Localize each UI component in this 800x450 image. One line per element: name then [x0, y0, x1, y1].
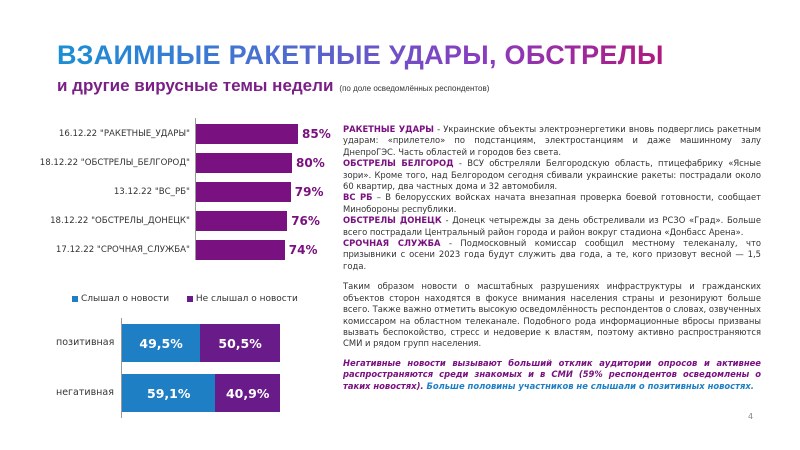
legend-swatch-not-heard	[186, 295, 193, 302]
topic-description: ОБСТРЕЛЫ ДОНЕЦК - Донецк четырежды за де…	[343, 215, 761, 238]
stacked-segment: 49,5%	[122, 324, 201, 362]
bar	[196, 182, 291, 202]
page-title: ВЗАИМНЫЕ РАКЕТНЫЕ УДАРЫ, ОБСТРЕЛЫ	[57, 40, 664, 70]
final-conclusion: Негативные новости вызывают больший откл…	[343, 358, 761, 392]
topic-body: - Подмосковный комиссар сообщил местному…	[343, 238, 761, 271]
legend-label-heard: Слышал о новости	[81, 294, 170, 304]
bar-row: 16.12.22 "РАКЕТНЫЕ_УДАРЫ" 85%	[0, 124, 800, 144]
topic-body: – В белорусских войсках начата внезапная…	[343, 192, 762, 214]
topic-body: - Украинские объекты электроэнергетики в…	[343, 124, 762, 157]
stack-category-label: позитивная	[56, 337, 115, 348]
stacked-chart-legend: Слышал о новости Не слышал о новости	[72, 294, 298, 304]
topic-heading: ВС РБ	[343, 192, 373, 203]
bar-value-label: 79%	[294, 185, 324, 199]
bar-category-label: 17.12.22 "СРОЧНАЯ_СЛУЖБА"	[55, 245, 190, 255]
topic-body: - Донецк четырежды за день обстреливали …	[343, 215, 761, 237]
topic-descriptions: РАКЕТНЫЕ УДАРЫ - Украинские объекты элек…	[343, 124, 761, 272]
description-text: РАКЕТНЫЕ УДАРЫ - Украинские объекты элек…	[343, 124, 761, 392]
topic-body: - ВСУ обстреляли Белгородскую область, п…	[343, 158, 761, 192]
bar	[196, 211, 288, 231]
topic-description: ВС РБ – В белорусских войсках начата вне…	[343, 192, 761, 215]
bar-category-label: 18.12.22 "ОБСТРЕЛЫ_БЕЛГОРОД"	[39, 158, 190, 168]
conclusion-text: Таким образом новости о масштабных разру…	[343, 281, 761, 349]
stacked-chart-axis	[121, 318, 122, 418]
stacked-segment: 40,9%	[215, 374, 280, 412]
topic-heading: РАКЕТНЫЕ УДАРЫ	[343, 124, 434, 134]
bar-chart-axis	[195, 118, 196, 260]
bar-category-label: 18.12.22 "ОБСТРЕЛЫ_ДОНЕЦК"	[50, 216, 190, 226]
page-subtitle: и другие вирусные темы недели (по доле ос…	[57, 76, 490, 95]
bar-value-label: 74%	[288, 243, 318, 257]
bar	[196, 240, 285, 260]
bar-value-label: 76%	[291, 214, 320, 228]
bar	[196, 153, 292, 173]
page-number: 4	[748, 412, 754, 421]
legend-swatch-heard	[72, 295, 78, 302]
stacked-segment: 50,5%	[200, 324, 280, 362]
topic-description: СРОЧНАЯ СЛУЖБА - Подмосковный комиссар с…	[343, 238, 761, 272]
bar-category-label: 16.12.22 "РАКЕТНЫЕ_УДАРЫ"	[58, 129, 190, 139]
final-purple-text: Негативные новости вызывают больший откл…	[343, 357, 761, 391]
stacked-segment: 59,1%	[122, 374, 216, 412]
bar-row: 18.12.22 "ОБСТРЕЛЫ_ДОНЕЦК" 76%	[0, 211, 800, 231]
topic-description: РАКЕТНЫЕ УДАРЫ - Украинские объекты элек…	[343, 124, 761, 158]
bar-value-label: 80%	[296, 156, 325, 170]
topic-heading: СРОЧНАЯ СЛУЖБА	[343, 238, 441, 249]
final-blue-text: Больше половины участников не слышали о …	[423, 380, 754, 391]
topic-description: ОБСТРЕЛЫ БЕЛГОРОД - ВСУ обстреляли Белго…	[343, 158, 761, 192]
topic-heading: ОБСТРЕЛЫ ДОНЕЦК	[343, 215, 442, 226]
stacked-bar: 59,1% 40,9%	[122, 374, 280, 412]
legend-label-not-heard: Не слышал о новости	[195, 294, 298, 304]
bar-value-label: 85%	[302, 127, 331, 141]
bar-row: 18.12.22 "ОБСТРЕЛЫ_БЕЛГОРОД" 80%	[0, 153, 800, 173]
stacked-bar: 49,5% 50,5%	[122, 324, 280, 362]
subtitle-note: (по доле осведомлённых респондентов)	[339, 84, 490, 93]
bar-category-label: 13.12.22 "ВС_РБ"	[113, 187, 190, 197]
bar	[196, 124, 298, 144]
topic-heading: ОБСТРЕЛЫ БЕЛГОРОД	[343, 158, 454, 169]
bar-row: 13.12.22 "ВС_РБ" 79%	[0, 182, 800, 202]
bar-row: 17.12.22 "СРОЧНАЯ_СЛУЖБА" 74%	[0, 240, 800, 260]
stack-category-label: негативная	[56, 387, 114, 398]
